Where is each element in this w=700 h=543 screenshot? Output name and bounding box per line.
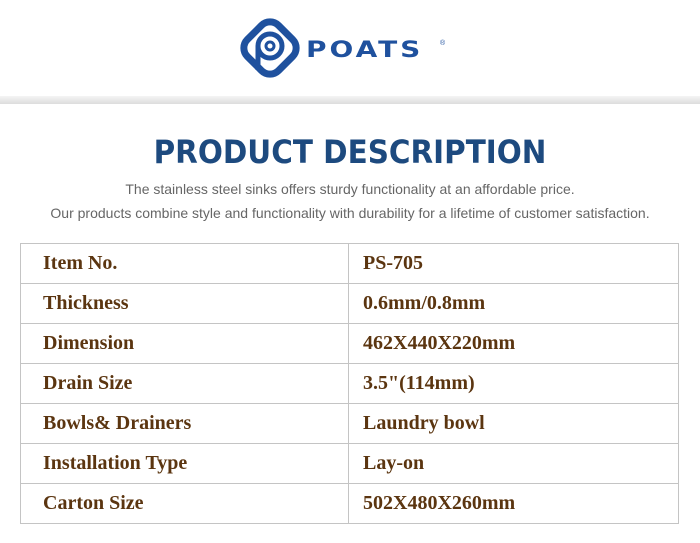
spec-label: Thickness	[20, 283, 349, 324]
table-row: Thickness 0.6mm/0.8mm	[20, 283, 679, 324]
spec-label: Item No.	[20, 243, 349, 284]
spec-label: Dimension	[20, 323, 349, 364]
subtitle-line: The stainless steel sinks offers sturdy …	[125, 181, 575, 197]
spec-value: Lay-on	[348, 443, 679, 484]
spec-label: Carton Size	[20, 483, 349, 524]
subtitle-line: Our products combine style and functiona…	[50, 205, 650, 221]
poats-logo-icon	[240, 18, 300, 78]
spec-label: Drain Size	[20, 363, 349, 404]
table-row: Installation Type Lay-on	[20, 443, 679, 484]
table-row: Drain Size 3.5"(114mm)	[20, 363, 679, 404]
table-row: Bowls& Drainers Laundry bowl	[20, 403, 679, 444]
spec-value: 0.6mm/0.8mm	[348, 283, 679, 324]
table-row: Item No. PS-705	[20, 243, 679, 284]
spec-table: Item No. PS-705 Thickness 0.6mm/0.8mm Dimens…	[20, 243, 679, 524]
page-title: PRODUCT DESCRIPTION	[153, 133, 547, 171]
header: POATS ®	[0, 0, 700, 96]
registered-mark: ®	[440, 40, 446, 47]
table-row: Dimension 462X440X220mm	[20, 323, 679, 364]
spec-value: PS-705	[348, 243, 679, 284]
spec-value: 502X480X260mm	[348, 483, 679, 524]
spec-label: Installation Type	[20, 443, 349, 484]
divider	[0, 96, 700, 104]
brand-name: POATS	[306, 36, 424, 63]
spec-value: Laundry bowl	[348, 403, 679, 444]
spec-value: 3.5"(114mm)	[348, 363, 679, 404]
table-row: Carton Size 502X480X260mm	[20, 483, 679, 524]
spec-label: Bowls& Drainers	[20, 403, 349, 444]
spec-value: 462X440X220mm	[348, 323, 679, 364]
